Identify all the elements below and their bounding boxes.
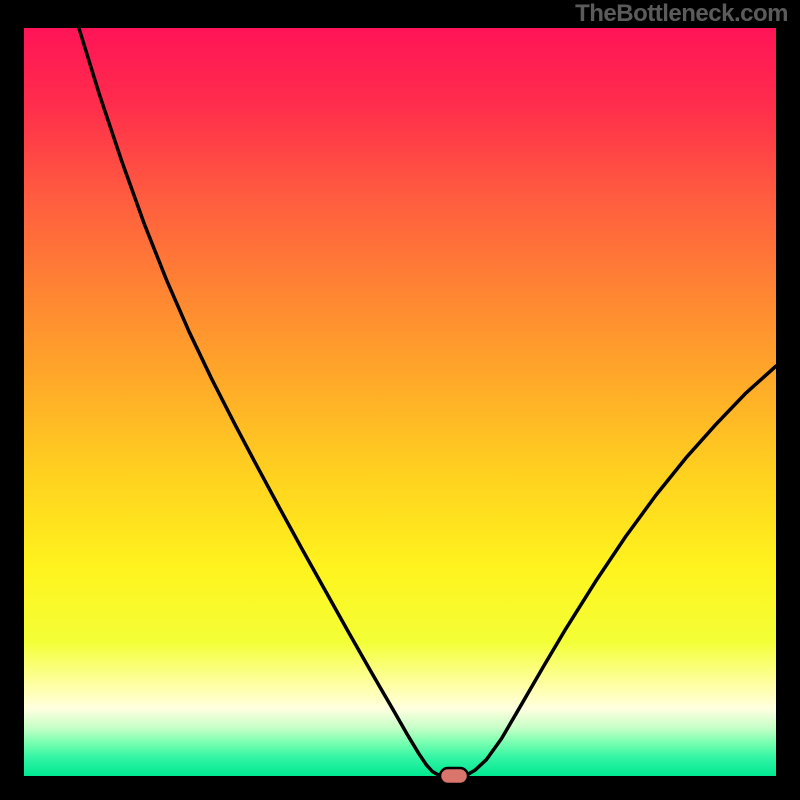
- optimal-point-marker: [438, 766, 471, 787]
- chart-container: TheBottleneck.com: [0, 0, 800, 800]
- plot-area: [24, 28, 776, 776]
- gradient-background: [24, 28, 776, 776]
- watermark-text: TheBottleneck.com: [575, 0, 788, 28]
